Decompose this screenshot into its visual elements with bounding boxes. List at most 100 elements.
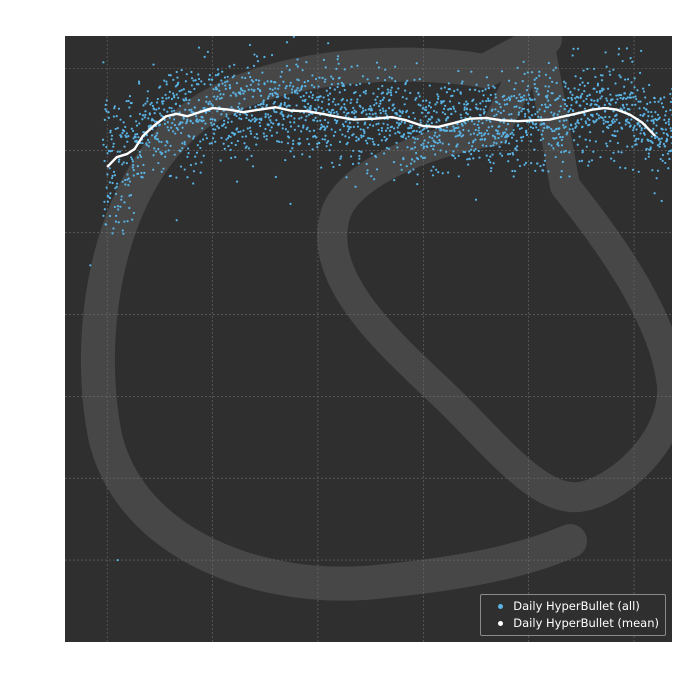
scatter-point-49	[114, 127, 117, 131]
scatter-point-625	[266, 80, 269, 83]
scatter-point-1717	[554, 155, 557, 159]
scatter-point-1023	[370, 152, 373, 155]
scatter-point-1375	[463, 151, 467, 154]
scatter-point-114	[131, 166, 134, 169]
scatter-point-880	[333, 118, 337, 122]
scatter-point-1050	[378, 133, 381, 136]
scatter-point-384	[203, 106, 206, 110]
scatter-point-2156	[670, 149, 672, 152]
scatter-point-537	[243, 90, 247, 93]
scatter-point-1621	[529, 117, 532, 120]
scatter-point-1454	[484, 105, 487, 108]
scatter-point-632	[269, 119, 272, 122]
scatter-point-127	[134, 120, 138, 123]
scatter-point-1354	[458, 102, 461, 105]
scatter-point-2163	[671, 142, 672, 145]
scatter-point-381	[201, 138, 205, 141]
scatter-point-1934	[611, 121, 614, 125]
scatter-point-1750	[562, 119, 566, 122]
scatter-point-1991	[625, 103, 628, 106]
scatter-point-372	[200, 161, 203, 164]
scatter-point-980	[360, 134, 363, 137]
scatter-point-1471	[489, 161, 492, 164]
scatter-point-997	[364, 139, 368, 142]
scatter-point-1250	[431, 137, 434, 140]
scatter-point-678	[280, 102, 283, 105]
scatter-point-1335	[453, 130, 456, 133]
scatter-point-1188	[415, 96, 418, 100]
scatter-point-1629	[530, 114, 534, 117]
scatter-point-2062	[644, 157, 647, 160]
scatter-point-1773	[569, 90, 572, 93]
scatter-point-190	[152, 168, 155, 171]
scatter-point-315	[184, 92, 187, 95]
scatter-point-1289	[441, 111, 444, 114]
scatter-point-1774	[569, 107, 572, 110]
scatter-point-43	[112, 170, 116, 173]
scatter-point-589	[257, 83, 260, 86]
scatter-point-1416	[475, 103, 478, 106]
scatter-point-732	[295, 63, 298, 66]
scatter-point-1095	[390, 94, 393, 97]
legend-swatch-mean	[498, 621, 504, 626]
scatter-point-1555	[511, 131, 514, 134]
scatter-point-1961	[619, 166, 622, 169]
scatter-point-1398	[470, 148, 473, 151]
scatter-point-1429	[478, 156, 481, 159]
scatter-point-645	[271, 88, 274, 91]
scatter-point-2161	[671, 87, 672, 91]
scatter-point-331	[188, 135, 191, 138]
scatter-point-1337	[454, 157, 457, 160]
scatter-point-595	[258, 121, 261, 124]
scatter-point-21	[107, 195, 110, 198]
scatter-point-1116	[395, 121, 399, 124]
scatter-point-1867	[593, 87, 596, 90]
scatter-point-890	[336, 113, 339, 116]
scatter-point-1081	[386, 88, 389, 91]
scatter-point-1779	[570, 104, 573, 107]
scatter-point-1042	[375, 61, 379, 64]
scatter-point-1965	[619, 76, 622, 79]
scatter-point-1309	[447, 171, 450, 174]
scatter-point-336	[190, 84, 193, 87]
scatter-point-1066	[382, 96, 386, 99]
scatter-point-486	[229, 94, 232, 97]
scatter-point-622	[265, 134, 268, 138]
scatter-point-736	[296, 58, 299, 61]
scatter-point-45	[113, 174, 117, 177]
scatter-point-2150	[667, 118, 671, 121]
scatter-point-1355	[458, 133, 461, 136]
scatter-point-117	[132, 174, 135, 177]
scatter-point-661	[276, 140, 279, 143]
scatter-point-1482	[491, 134, 495, 137]
scatter-point-872	[332, 165, 335, 169]
scatter-point-380	[202, 154, 205, 157]
scatter-point-1447	[482, 108, 485, 111]
scatter-point-7	[103, 200, 106, 203]
scatter-point-1686	[546, 94, 549, 97]
scatter-point-889	[336, 58, 339, 61]
scatter-point-47	[113, 105, 116, 108]
scatter-point-443	[218, 89, 221, 92]
scatter-point-2045	[640, 127, 643, 130]
scatter-point-1054	[379, 99, 382, 103]
scatter-point-1932	[611, 98, 614, 101]
scatter-point-1468	[489, 155, 492, 158]
scatter-point-1926	[609, 103, 612, 106]
scatter-point-1291	[441, 172, 444, 175]
scatter-point-2000	[629, 56, 632, 60]
scatter-point-1173	[410, 158, 414, 161]
scatter-point-825	[319, 95, 322, 98]
scatter-point-1736	[559, 135, 562, 139]
scatter-point-219	[159, 150, 162, 154]
scatter-point-579	[253, 136, 256, 139]
scatter-point-1720	[555, 81, 558, 85]
scatter-point-251	[167, 74, 171, 77]
scatter-point-1793	[574, 122, 577, 125]
scatter-point-1722	[555, 136, 558, 140]
scatter-point-642	[270, 126, 273, 129]
scatter-point-488	[230, 106, 233, 109]
scatter-point-1809	[578, 83, 582, 86]
scatter-point-1478	[491, 153, 494, 156]
scatter-point-1739	[560, 151, 563, 154]
